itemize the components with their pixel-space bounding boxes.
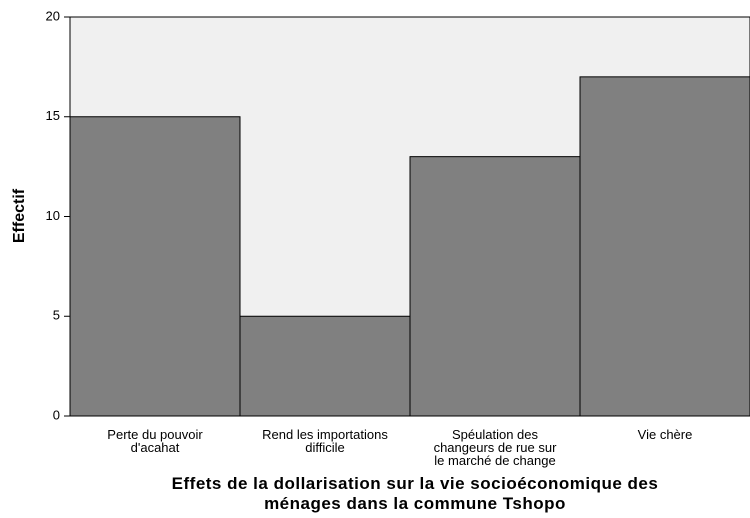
y-tick-label: 15 (46, 108, 60, 123)
x-tick-label: Rend les importations difficile (262, 427, 388, 455)
x-tick-label: Vie chère (637, 427, 693, 442)
chart-title: Effets de la dollarisation sur la vie so… (171, 474, 659, 513)
x-tick-label: Perte du pouvoir d'acahat (107, 427, 203, 455)
bar (69, 116, 241, 417)
y-tick-label: 5 (53, 308, 60, 323)
x-tick-label: Spéulation des changeurs de rue sur le m… (433, 427, 557, 468)
bar (579, 76, 750, 417)
y-tick-label: 0 (53, 407, 60, 422)
bar (239, 315, 411, 417)
y-tick-label: 10 (46, 208, 60, 223)
y-axis-label: Effectif (11, 188, 28, 244)
y-tick-label: 20 (46, 8, 60, 23)
bar (409, 156, 581, 417)
